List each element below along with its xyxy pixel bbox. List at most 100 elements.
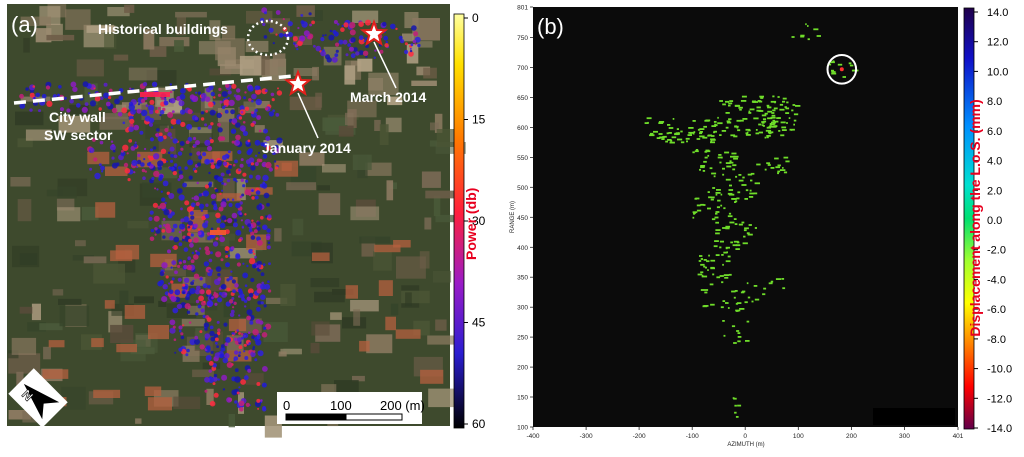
aerial-patch [390, 303, 399, 316]
power-pixel [144, 170, 147, 173]
displacement-point [739, 119, 744, 122]
power-pixel [167, 112, 174, 118]
power-pixel [350, 53, 356, 59]
displacement-point [729, 184, 732, 187]
disp-tick-label: -8.0 [987, 334, 1006, 346]
power-pixel [63, 96, 67, 100]
y-tick-label: 150 [517, 395, 528, 402]
power-pixel [129, 87, 132, 90]
power-pixel [150, 148, 153, 152]
displacement-point [725, 227, 730, 230]
displacement-point [670, 140, 673, 142]
power-pixel [187, 109, 193, 115]
displacement-point [703, 265, 706, 268]
aerial-patch [15, 111, 44, 126]
power-pixel [222, 105, 226, 110]
power-pixel [225, 83, 230, 88]
power-pixel [160, 190, 163, 193]
power-pixel [198, 193, 203, 197]
displacement-point [656, 137, 661, 139]
power-pixel [172, 170, 177, 176]
power-pixel [29, 92, 35, 98]
roof-patch [91, 338, 104, 348]
power-pixel [241, 226, 245, 229]
displacement-point [755, 129, 758, 131]
power-pixel [238, 345, 243, 350]
power-pixel [233, 301, 237, 305]
power-pixel [141, 109, 148, 117]
displacement-point [707, 269, 709, 271]
aerial-patch [103, 113, 129, 120]
displacement-point [777, 117, 781, 119]
power-pixel [294, 44, 298, 48]
displacement-point [753, 192, 758, 195]
power-pixel [89, 100, 97, 107]
aerial-patch [293, 68, 318, 76]
power-pixel [342, 39, 348, 45]
power-pixel [355, 51, 360, 56]
aerial-patch [169, 112, 201, 121]
displacement-point [758, 110, 764, 112]
displacement-point [710, 139, 716, 141]
power-pixel [142, 82, 148, 87]
power-pixel [390, 23, 396, 30]
january-star-icon [283, 69, 313, 97]
power-pixel [212, 382, 216, 386]
aerial-patch [396, 256, 426, 279]
displacement-point [745, 128, 750, 131]
aerial-patch [374, 119, 381, 131]
power-pixel [163, 100, 169, 106]
displacement-point [739, 106, 743, 109]
power-pixel [221, 374, 228, 381]
power-pixel [220, 344, 225, 348]
power-pixel [210, 350, 214, 354]
power-pixel [204, 139, 211, 146]
power-pixel [223, 322, 228, 327]
power-pixel [255, 98, 262, 106]
power-pixel [205, 355, 212, 361]
power-pixel [335, 49, 339, 53]
displacement-point [731, 290, 736, 293]
power-pixel [151, 81, 158, 88]
power-pixel [29, 108, 33, 112]
power-pixel [256, 288, 262, 294]
power-pixel [140, 162, 145, 167]
power-pixel [268, 167, 273, 172]
power-pixel [186, 264, 192, 271]
aerial-patch [209, 20, 221, 41]
displacement-point [769, 123, 772, 125]
power-pixel [190, 202, 196, 208]
power-pixel [322, 49, 325, 52]
power-pixel [45, 85, 51, 90]
power-pixel [182, 283, 186, 287]
aerial-patch [359, 236, 391, 244]
power-pixel [157, 135, 164, 142]
power-pixel [168, 193, 175, 199]
power-pixel [343, 22, 349, 28]
displacement-point [745, 132, 749, 135]
displacement-points [644, 23, 859, 418]
displacement-point [715, 254, 720, 256]
displacement-colorbar [963, 7, 975, 430]
power-pixel [247, 331, 251, 335]
displacement-point [770, 280, 774, 283]
power-pixel [200, 111, 205, 115]
power-pixel [180, 332, 184, 336]
power-pixel [183, 264, 188, 270]
aerial-patch [113, 54, 129, 61]
power-pixel [178, 194, 185, 201]
power-pixel [149, 137, 155, 142]
power-pixel [404, 49, 409, 55]
power-pixel [225, 153, 229, 158]
power-pixel [173, 154, 178, 159]
power-pixel [190, 281, 195, 286]
power-pixel [212, 241, 219, 247]
power-pixel [232, 118, 238, 124]
power-pixel [173, 338, 177, 342]
aerial-patch [311, 321, 330, 336]
power-pixel [200, 308, 205, 313]
power-pixel [220, 172, 225, 177]
displacement-point [767, 131, 774, 134]
power-pixel [238, 332, 241, 335]
scale-bar-segment-light [345, 413, 403, 421]
